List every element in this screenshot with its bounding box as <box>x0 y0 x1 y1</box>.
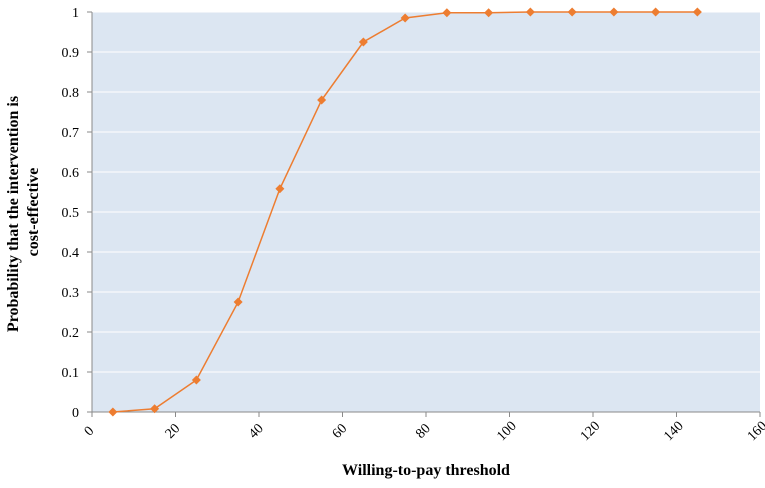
x-tick-label: 100 <box>494 419 519 444</box>
y-tick-label: 0.7 <box>62 126 80 141</box>
y-tick-label: 0.4 <box>62 246 80 261</box>
x-tick-label: 60 <box>330 421 351 442</box>
y-tick-label: 0.2 <box>62 326 80 341</box>
x-tick-label: 140 <box>661 419 686 444</box>
x-tick-label: 0 <box>82 424 98 440</box>
y-tick-label: 0.1 <box>62 366 80 381</box>
y-tick-label: 0.5 <box>62 206 80 221</box>
y-axis-title-line-1: Probability that the intervention is <box>5 96 22 332</box>
y-tick-label: 0.6 <box>62 166 80 181</box>
y-axis-title: Probability that the intervention is cos… <box>5 92 42 332</box>
y-tick-label: 0 <box>72 406 79 421</box>
x-tick-label: 40 <box>246 421 267 442</box>
x-tick-label: 120 <box>578 419 603 444</box>
x-tick-label: 20 <box>163 421 184 442</box>
x-axis-title: Willing-to-pay threshold <box>342 462 510 479</box>
y-tick-label: 1 <box>72 6 79 21</box>
y-tick-label: 0.9 <box>62 46 80 61</box>
y-tick-label: 0.8 <box>62 86 80 101</box>
y-tick-label: 0.3 <box>62 286 80 301</box>
x-tick-label: 160 <box>745 419 765 444</box>
y-axis-title-line-2: cost-effective <box>25 168 42 257</box>
x-tick-label: 80 <box>413 421 434 442</box>
